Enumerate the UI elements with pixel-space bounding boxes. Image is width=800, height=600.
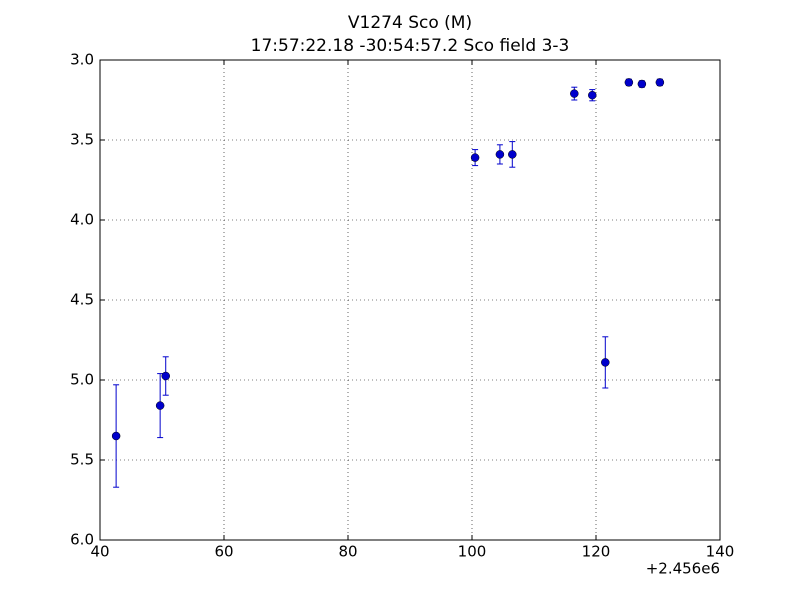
y-tick-label: 6.0 [70,531,94,549]
data-point [655,78,665,87]
data-point [111,431,121,441]
x-tick-label: 80 [338,543,357,561]
plot-frame [99,59,721,541]
data-point [470,153,480,162]
y-tick-label: 5.0 [70,371,94,389]
data-point [508,150,517,159]
y-tick-label: 3.5 [70,131,94,149]
chart-title: V1274 Sco (M) [348,13,472,33]
x-tick-label: 140 [706,543,735,561]
chart-subtitle: 17:57:22.18 -30:54:57.2 Sco field 3-3 [251,36,570,56]
y-tick-label: 4.5 [70,291,94,309]
y-tick-label: 5.5 [70,451,94,469]
data-point [155,401,165,410]
x-offset-label: +2.456e6 [646,560,720,578]
y-tick-label: 4.0 [70,211,94,229]
x-tick-label: 100 [458,543,487,561]
data-point [624,78,634,87]
data-point [588,90,597,100]
data-point [161,371,170,381]
data-point [495,150,505,159]
x-tick-label: 40 [90,543,109,561]
x-tick-label: 60 [214,543,233,561]
data-point [601,358,610,367]
y-tick-label: 3.0 [70,51,94,69]
data-point [637,79,647,89]
data-point [570,89,579,98]
x-tick-label: 120 [582,543,611,561]
